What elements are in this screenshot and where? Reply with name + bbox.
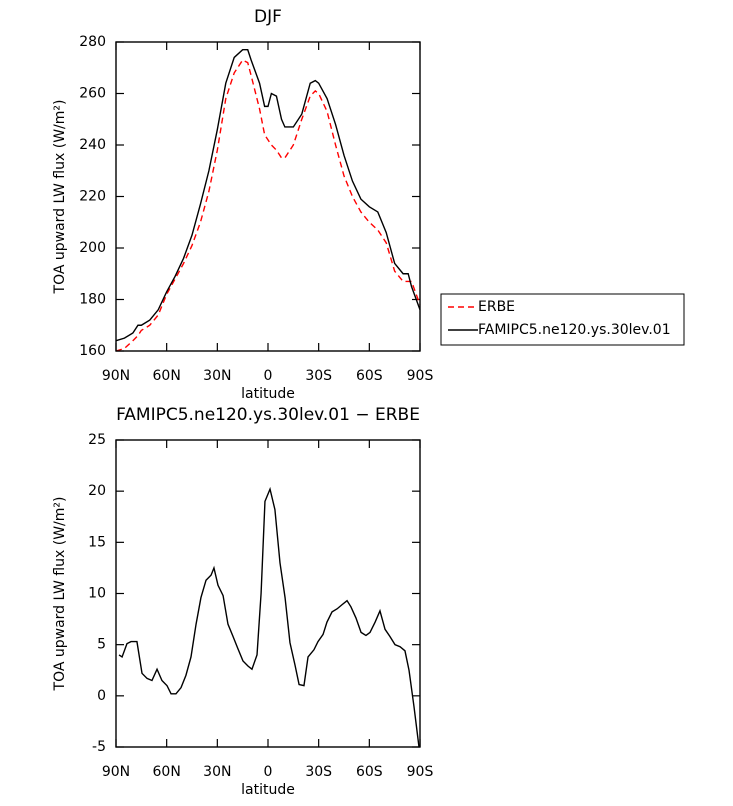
x-tick-label: 0 — [264, 368, 273, 384]
x-tick-label: 30N — [203, 368, 231, 384]
x-tick-label: 30N — [203, 764, 231, 780]
x-tick-label: 30S — [305, 368, 332, 384]
x-tick-label: 0 — [264, 764, 273, 780]
y-tick-label: 15 — [88, 534, 106, 550]
legend-box — [440, 293, 685, 346]
x-tick-label: 60N — [153, 764, 181, 780]
x-tick-label: 60S — [356, 764, 383, 780]
x-tick-label: 90N — [102, 764, 130, 780]
y-tick-label: 0 — [97, 688, 106, 704]
y-tick-label: -5 — [92, 739, 106, 755]
y-axis-label: TOA upward LW flux (W/m²) — [52, 497, 68, 692]
data-line — [115, 49, 421, 342]
x-tick-label: 90N — [102, 368, 130, 384]
y-tick-label: 25 — [88, 432, 106, 448]
y-tick-label: 10 — [88, 586, 106, 602]
y-tick-label: 180 — [79, 292, 106, 308]
data-line — [118, 486, 420, 748]
y-tick-label: 5 — [97, 637, 106, 653]
legend-label: ERBE — [478, 299, 515, 315]
y-tick-label: 160 — [79, 343, 106, 359]
x-tick-label: 90S — [407, 368, 434, 384]
y-tick-label: 260 — [79, 86, 106, 102]
chart-title: DJF — [254, 7, 282, 27]
x-tick-label: 90S — [407, 764, 434, 780]
y-tick-label: 200 — [79, 240, 106, 256]
y-tick-label: 240 — [79, 137, 106, 153]
chart-title: FAMIPC5.ne120.ys.30lev.01 − ERBE — [116, 405, 420, 425]
x-tick-label: 30S — [305, 764, 332, 780]
y-tick-label: 280 — [79, 34, 106, 50]
data-line — [115, 59, 421, 352]
x-axis-label: latitude — [241, 386, 295, 402]
plot-frame — [115, 439, 421, 748]
x-axis-label: latitude — [241, 782, 295, 798]
x-tick-label: 60S — [356, 368, 383, 384]
y-tick-label: 20 — [88, 483, 106, 499]
y-tick-label: 220 — [79, 189, 106, 205]
plot-frame — [115, 41, 421, 352]
x-tick-label: 60N — [153, 368, 181, 384]
legend-label: FAMIPC5.ne120.ys.30lev.01 — [478, 322, 671, 338]
y-axis-label: TOA upward LW flux (W/m²) — [52, 100, 68, 295]
